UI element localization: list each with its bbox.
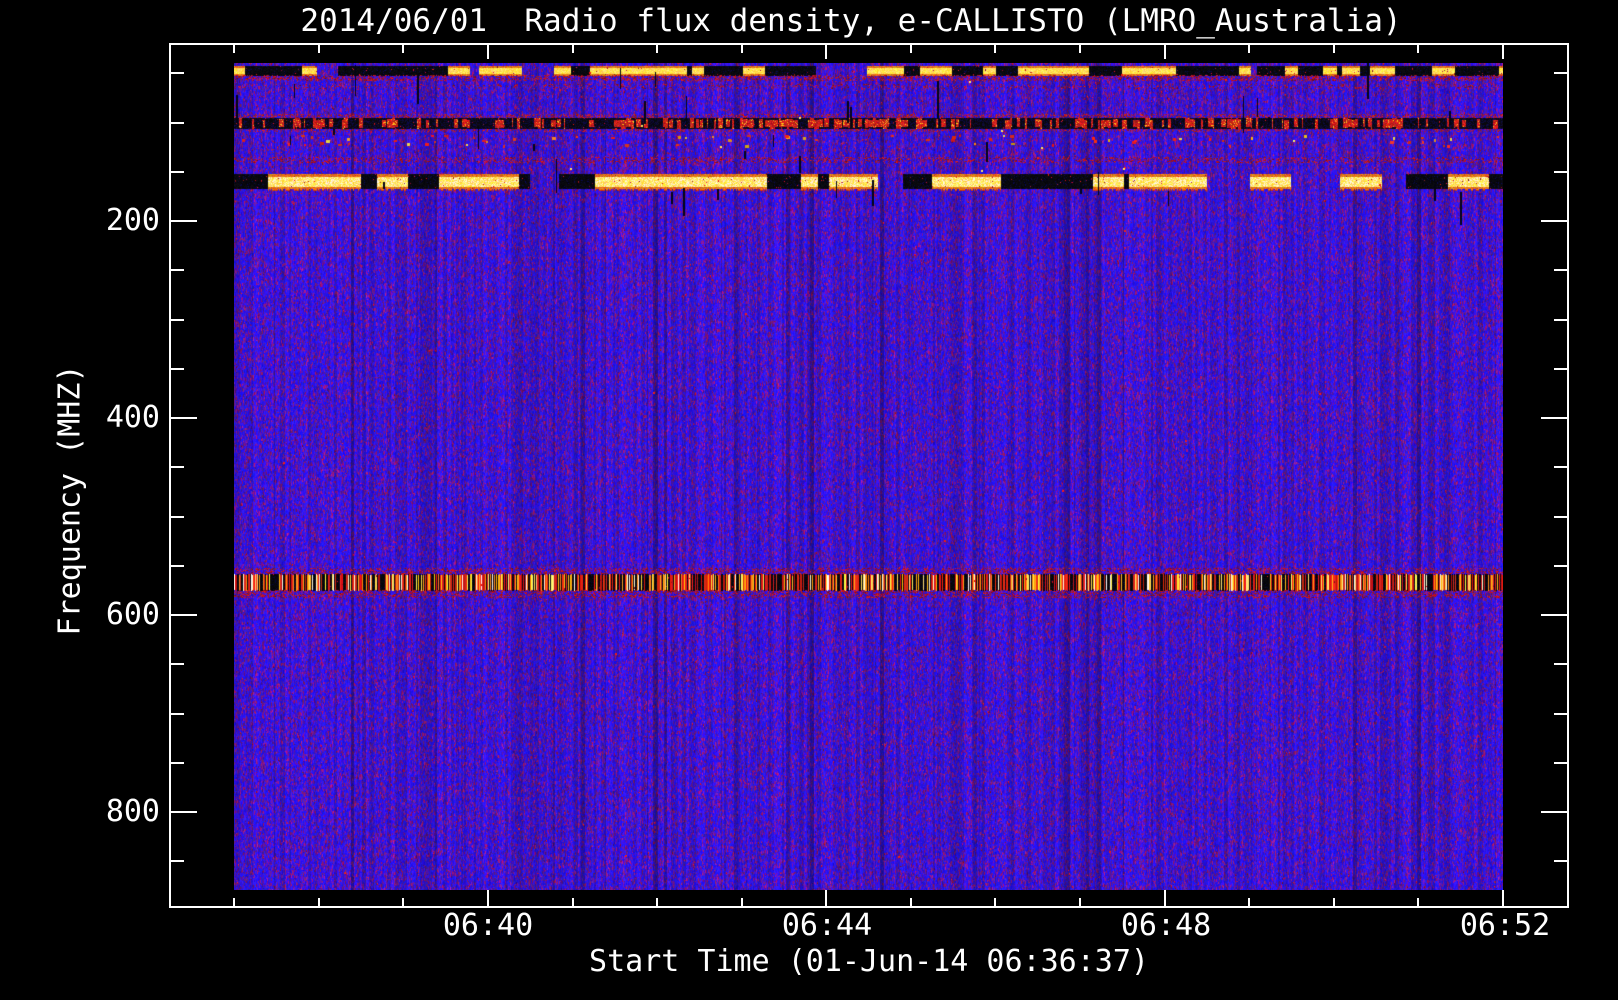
spectrogram-canvas (234, 63, 1503, 890)
x-tick-label-0644: 06:44 (781, 908, 873, 943)
y-tick-label-200: 200 (105, 203, 160, 238)
tick-mark (171, 713, 184, 715)
tick-mark (1248, 898, 1250, 906)
tick-mark (171, 171, 184, 173)
tick-mark (1417, 45, 1419, 53)
tick-mark (171, 663, 184, 665)
tick-mark (318, 45, 320, 53)
tick-mark (1554, 860, 1567, 862)
tick-mark (656, 45, 658, 53)
tick-mark (171, 860, 184, 862)
tick-mark (1333, 898, 1335, 906)
tick-mark (171, 762, 184, 764)
tick-mark (171, 565, 184, 567)
tick-mark (1417, 898, 1419, 906)
tick-mark (171, 811, 197, 813)
x-tick-label-0648: 06:48 (1120, 908, 1212, 943)
tick-mark (1541, 417, 1567, 419)
tick-mark (171, 614, 197, 616)
tick-mark (1554, 171, 1567, 173)
chart-title: 2014/06/01 Radio flux density, e-CALLIST… (300, 3, 1402, 39)
tick-mark (741, 45, 743, 53)
tick-mark (1554, 713, 1567, 715)
tick-mark (171, 319, 184, 321)
tick-mark (171, 122, 184, 124)
y-tick-label-400: 400 (105, 400, 160, 435)
tick-mark (487, 890, 489, 906)
tick-mark (1554, 565, 1567, 567)
tick-mark (656, 898, 658, 906)
tick-mark (318, 898, 320, 906)
tick-mark (994, 898, 996, 906)
tick-mark (1164, 890, 1166, 906)
tick-mark (1079, 898, 1081, 906)
y-tick-label-800: 800 (105, 794, 160, 829)
tick-mark (994, 45, 996, 53)
x-tick-label-0640: 06:40 (442, 908, 534, 943)
tick-mark (1554, 368, 1567, 370)
tick-mark (910, 45, 912, 53)
tick-mark (171, 72, 184, 74)
tick-mark (1554, 122, 1567, 124)
x-axis-title: Start Time (01-Jun-14 06:36:37) (589, 944, 1149, 979)
tick-mark (171, 269, 184, 271)
tick-mark (1079, 45, 1081, 53)
tick-mark (1502, 45, 1504, 59)
tick-mark (233, 45, 235, 53)
tick-mark (1554, 72, 1567, 74)
tick-mark (402, 45, 404, 53)
tick-mark (572, 898, 574, 906)
tick-mark (1164, 45, 1166, 59)
tick-mark (171, 368, 184, 370)
tick-mark (1541, 614, 1567, 616)
tick-mark (572, 45, 574, 53)
tick-mark (1554, 269, 1567, 271)
tick-mark (1554, 516, 1567, 518)
y-tick-label-600: 600 (105, 597, 160, 632)
tick-mark (741, 898, 743, 906)
tick-mark (910, 898, 912, 906)
tick-mark (1554, 762, 1567, 764)
tick-mark (233, 898, 235, 906)
tick-mark (1554, 466, 1567, 468)
tick-mark (1541, 811, 1567, 813)
tick-mark (487, 45, 489, 59)
tick-mark (171, 516, 184, 518)
tick-mark (402, 898, 404, 906)
tick-mark (171, 220, 197, 222)
tick-mark (1248, 45, 1250, 53)
tick-mark (1554, 319, 1567, 321)
tick-mark (825, 45, 827, 59)
tick-mark (1333, 45, 1335, 53)
tick-mark (825, 890, 827, 906)
tick-mark (171, 466, 184, 468)
x-tick-label-0652: 06:52 (1459, 908, 1551, 943)
tick-mark (1541, 220, 1567, 222)
tick-mark (1554, 663, 1567, 665)
tick-mark (171, 417, 197, 419)
tick-mark (1502, 890, 1504, 906)
